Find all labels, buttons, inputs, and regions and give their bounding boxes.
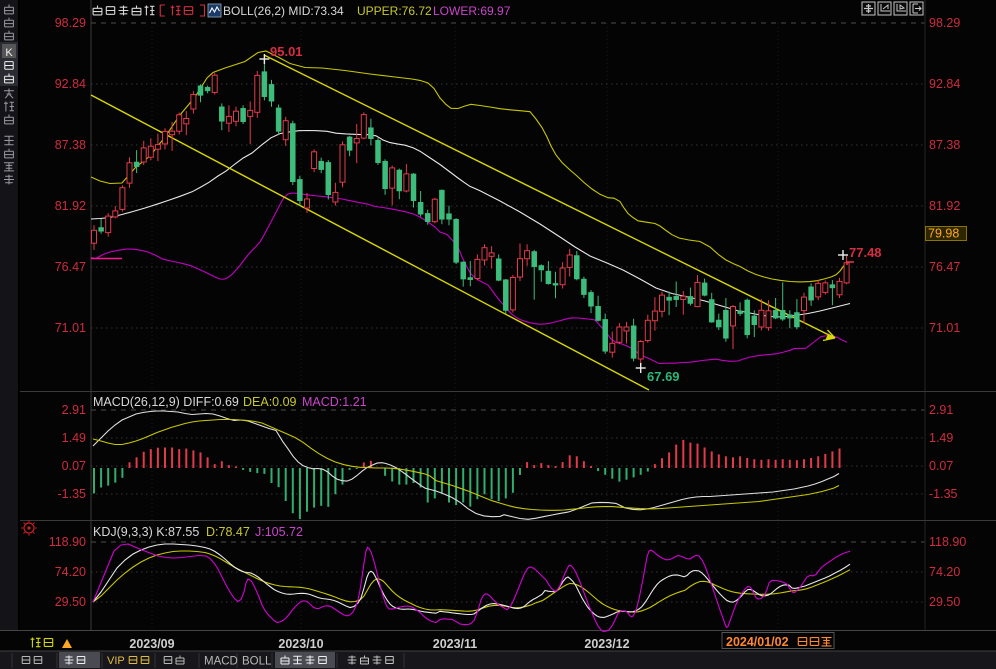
svg-text:29.50: 29.50 [929,595,960,609]
svg-text:29.50: 29.50 [55,595,86,609]
svg-text:79.98: 79.98 [928,227,959,241]
svg-text:2.91: 2.91 [929,403,953,417]
svg-text:67.69: 67.69 [647,369,680,384]
svg-text:98.29: 98.29 [929,16,960,30]
svg-text:2023/10: 2023/10 [278,637,323,651]
svg-text:118.90: 118.90 [49,535,86,549]
svg-text:-1.35: -1.35 [929,487,958,501]
svg-text:D:78.47: D:78.47 [206,525,250,539]
svg-text:71.01: 71.01 [929,321,960,335]
svg-text:0.07: 0.07 [929,459,953,473]
svg-text:87.38: 87.38 [929,138,960,152]
svg-text:0.07: 0.07 [62,459,86,473]
svg-text:K: K [5,47,13,59]
svg-text:81.92: 81.92 [929,199,960,213]
svg-text:2023/11: 2023/11 [433,637,478,651]
svg-text:1.49: 1.49 [929,431,953,445]
svg-text:DEA:0.09: DEA:0.09 [243,395,297,409]
svg-text:MACD:1.21: MACD:1.21 [302,395,367,409]
svg-text:VIP: VIP [107,655,125,667]
svg-text:92.84: 92.84 [929,77,960,91]
svg-text:UPPER:76.72: UPPER:76.72 [357,4,432,18]
svg-text:J:105.72: J:105.72 [255,525,303,539]
svg-text:2023/12: 2023/12 [584,637,629,651]
svg-text:76.47: 76.47 [929,260,960,274]
svg-text:74.20: 74.20 [55,565,86,579]
svg-text:2023/09: 2023/09 [129,637,174,651]
svg-text:76.47: 76.47 [55,260,86,274]
svg-text:BOLL(26,2) MID:73.34: BOLL(26,2) MID:73.34 [223,4,344,18]
svg-text:2024/01/02: 2024/01/02 [726,635,789,649]
svg-text:LOWER:69.97: LOWER:69.97 [433,4,511,18]
svg-text:KDJ(9,3,3) K:87.55: KDJ(9,3,3) K:87.55 [93,525,199,539]
svg-text:1.49: 1.49 [62,431,86,445]
svg-text:92.84: 92.84 [55,77,86,91]
svg-text:77.48: 77.48 [849,245,882,260]
svg-text:81.92: 81.92 [55,199,86,213]
svg-text:-1.35: -1.35 [58,487,87,501]
svg-text:74.20: 74.20 [929,565,960,579]
svg-text:BOLL: BOLL [242,656,272,668]
svg-text:MACD(26,12,9) DIFF:0.69: MACD(26,12,9) DIFF:0.69 [93,395,239,409]
svg-text:MACD: MACD [204,656,238,668]
svg-text:71.01: 71.01 [55,321,86,335]
svg-text:118.90: 118.90 [929,535,966,549]
svg-text:2.91: 2.91 [62,403,86,417]
svg-text:95.01: 95.01 [270,44,303,59]
svg-text:87.38: 87.38 [55,138,86,152]
svg-text:98.29: 98.29 [55,16,86,30]
